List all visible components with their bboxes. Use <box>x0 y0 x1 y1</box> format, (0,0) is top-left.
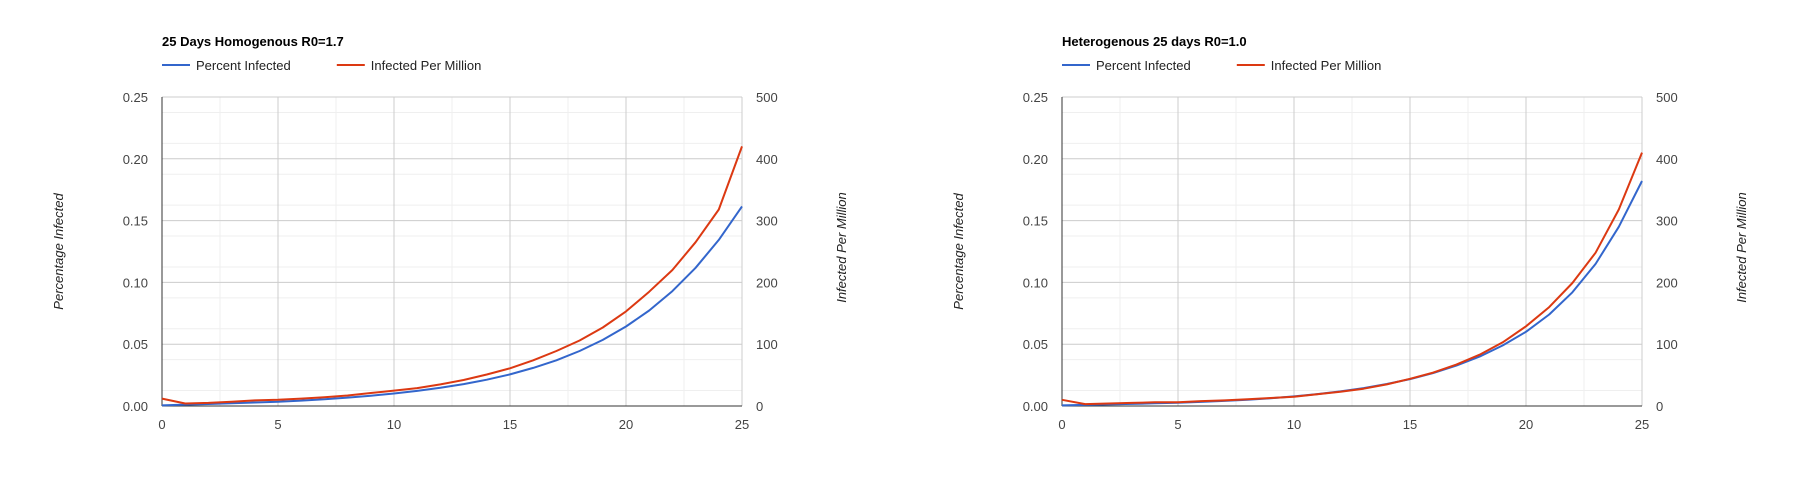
chart-svg-2: Heterogenous 25 days R0=1.0 Percent Infec… <box>951 34 1749 432</box>
y2-tick-label: 0 <box>756 399 763 414</box>
legend-label-2: Infected Per Million <box>1271 58 1382 73</box>
y-tick-label: 0.00 <box>123 399 148 414</box>
y2-axis-title: Infected Per Million <box>1734 192 1749 303</box>
x-tick-label: 25 <box>735 417 749 432</box>
y-tick-label: 0.05 <box>1023 337 1048 352</box>
y2-tick-label: 300 <box>1656 214 1678 229</box>
chart-svg-1: 25 Days Homogenous R0=1.7 Percent Infecte… <box>51 34 849 432</box>
x-tick-label: 5 <box>274 417 281 432</box>
y2-tick-label: 100 <box>1656 337 1678 352</box>
y2-axis-title: Infected Per Million <box>834 192 849 303</box>
legend-label-1: Percent Infected <box>196 58 291 73</box>
y-tick-label: 0.20 <box>1023 152 1048 167</box>
legend-label-1: Percent Infected <box>1096 58 1191 73</box>
chart-panel-1: 25 Days Homogenous R0=1.7 Percent Infecte… <box>51 34 849 432</box>
y2-tick-label: 100 <box>756 337 778 352</box>
y-tick-label: 0.15 <box>123 214 148 229</box>
x-tick-label: 25 <box>1635 417 1649 432</box>
y-tick-label: 0.05 <box>123 337 148 352</box>
legend-label-2: Infected Per Million <box>371 58 482 73</box>
y-tick-label: 0.20 <box>123 152 148 167</box>
y-tick-label: 0.25 <box>1023 90 1048 105</box>
y2-tick-label: 200 <box>1656 275 1678 290</box>
y-axis-title: Percentage Infected <box>51 193 66 310</box>
y2-tick-label: 300 <box>756 214 778 229</box>
y-tick-label: 0.10 <box>123 275 148 290</box>
y2-tick-label: 200 <box>756 275 778 290</box>
y2-tick-label: 400 <box>756 152 778 167</box>
x-tick-label: 15 <box>1403 417 1417 432</box>
x-tick-label: 0 <box>1058 417 1065 432</box>
x-tick-label: 5 <box>1174 417 1181 432</box>
y-tick-label: 0.00 <box>1023 399 1048 414</box>
chart-title: 25 Days Homogenous R0=1.7 <box>162 34 344 49</box>
chart-panel-2: Heterogenous 25 days R0=1.0 Percent Infec… <box>900 0 1800 500</box>
x-tick-label: 0 <box>158 417 165 432</box>
x-tick-label: 20 <box>619 417 633 432</box>
series-line-percent-infected <box>161 205 743 407</box>
x-tick-label: 15 <box>503 417 517 432</box>
x-tick-label: 10 <box>1287 417 1301 432</box>
y2-tick-label: 500 <box>1656 90 1678 105</box>
x-tick-label: 10 <box>387 417 401 432</box>
y-axis-title: Percentage Infected <box>951 193 966 310</box>
y-tick-label: 0.15 <box>1023 214 1048 229</box>
y-tick-label: 0.10 <box>1023 275 1048 290</box>
y2-tick-label: 400 <box>1656 152 1678 167</box>
series-line-infected-per-million <box>161 146 743 405</box>
y2-tick-label: 500 <box>756 90 778 105</box>
x-tick-label: 20 <box>1519 417 1533 432</box>
chart-title: Heterogenous 25 days R0=1.0 <box>1062 34 1247 49</box>
y-tick-label: 0.25 <box>123 90 148 105</box>
y2-tick-label: 0 <box>1656 399 1663 414</box>
series-line-infected-per-million <box>1061 152 1643 406</box>
